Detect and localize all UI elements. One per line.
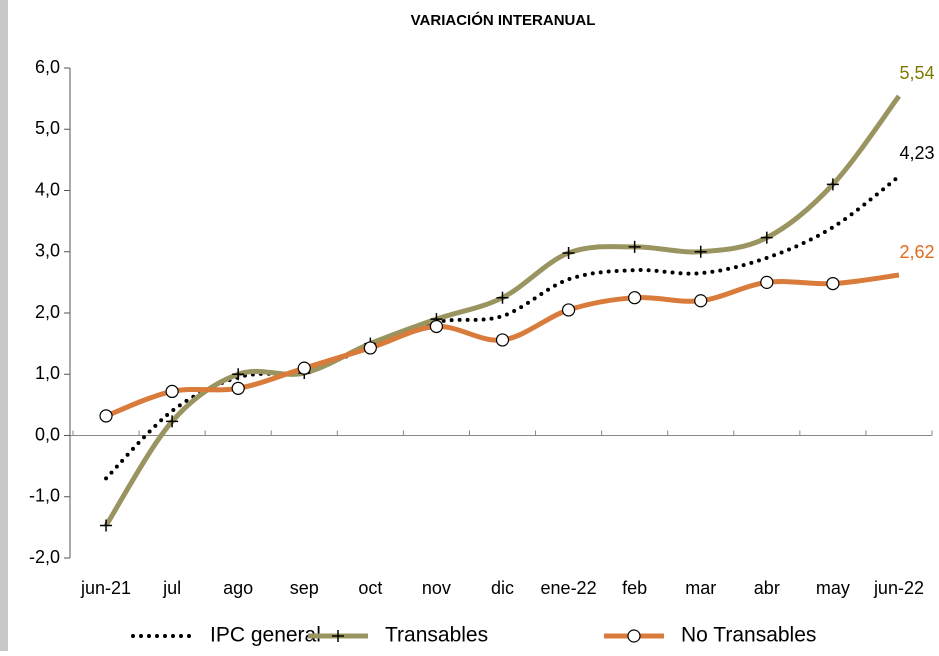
x-tick-label: dic <box>491 578 514 598</box>
marker <box>165 384 179 398</box>
marker <box>760 275 774 289</box>
marker <box>100 519 113 532</box>
legend-label: No Transables <box>681 624 816 647</box>
x-tick-label: jul <box>162 578 181 598</box>
y-tick-label: -2,0 <box>29 547 60 567</box>
marker <box>166 415 179 428</box>
marker <box>628 291 642 305</box>
x-tick-label: jun-22 <box>873 578 924 598</box>
chart-title: VARIACIÓN INTERANUAL <box>411 11 596 29</box>
marker <box>561 303 576 317</box>
legend-marker <box>332 630 344 642</box>
x-tick-label: ene-22 <box>541 578 597 598</box>
value-label: 5,54 <box>899 63 934 83</box>
x-tick-label: jun-21 <box>80 578 131 598</box>
x-tick-label: mar <box>685 578 716 598</box>
y-tick-label: 1,0 <box>35 363 60 383</box>
y-tick-label: -1,0 <box>29 486 60 506</box>
marker <box>694 294 708 308</box>
y-tick-label: 3,0 <box>35 241 60 261</box>
marker <box>496 291 509 304</box>
marker <box>760 231 773 244</box>
marker <box>826 277 840 291</box>
legend-label: Transables <box>385 624 488 647</box>
marker <box>495 333 510 347</box>
legend-marker <box>627 629 641 643</box>
y-tick-label: 0,0 <box>35 424 60 444</box>
line <box>103 94 901 527</box>
marker <box>99 409 113 423</box>
x-tick-label: may <box>816 578 850 598</box>
marker <box>429 319 444 334</box>
marker <box>231 381 245 395</box>
value-label: 4,23 <box>899 143 934 163</box>
x-tick-label: feb <box>622 578 647 598</box>
y-tick-label: 4,0 <box>35 179 60 199</box>
value-label: 2,62 <box>899 242 934 262</box>
line <box>104 174 901 481</box>
x-tick-label: oct <box>358 578 382 598</box>
marker <box>694 245 707 258</box>
x-tick-label: nov <box>422 578 451 598</box>
y-tick-label: 6,0 <box>35 57 60 77</box>
marker <box>826 178 839 191</box>
x-tick-label: abr <box>754 578 780 598</box>
marker <box>363 341 377 355</box>
marker <box>562 246 575 259</box>
marker <box>232 368 245 381</box>
x-tick-label: sep <box>290 578 319 598</box>
side-bar <box>0 0 8 651</box>
y-tick-label: 5,0 <box>35 118 60 138</box>
marker <box>628 240 641 253</box>
legend-label: IPC general <box>210 624 321 647</box>
y-tick-label: 2,0 <box>35 302 60 322</box>
x-tick-label: ago <box>223 578 253 598</box>
marker <box>297 361 311 375</box>
